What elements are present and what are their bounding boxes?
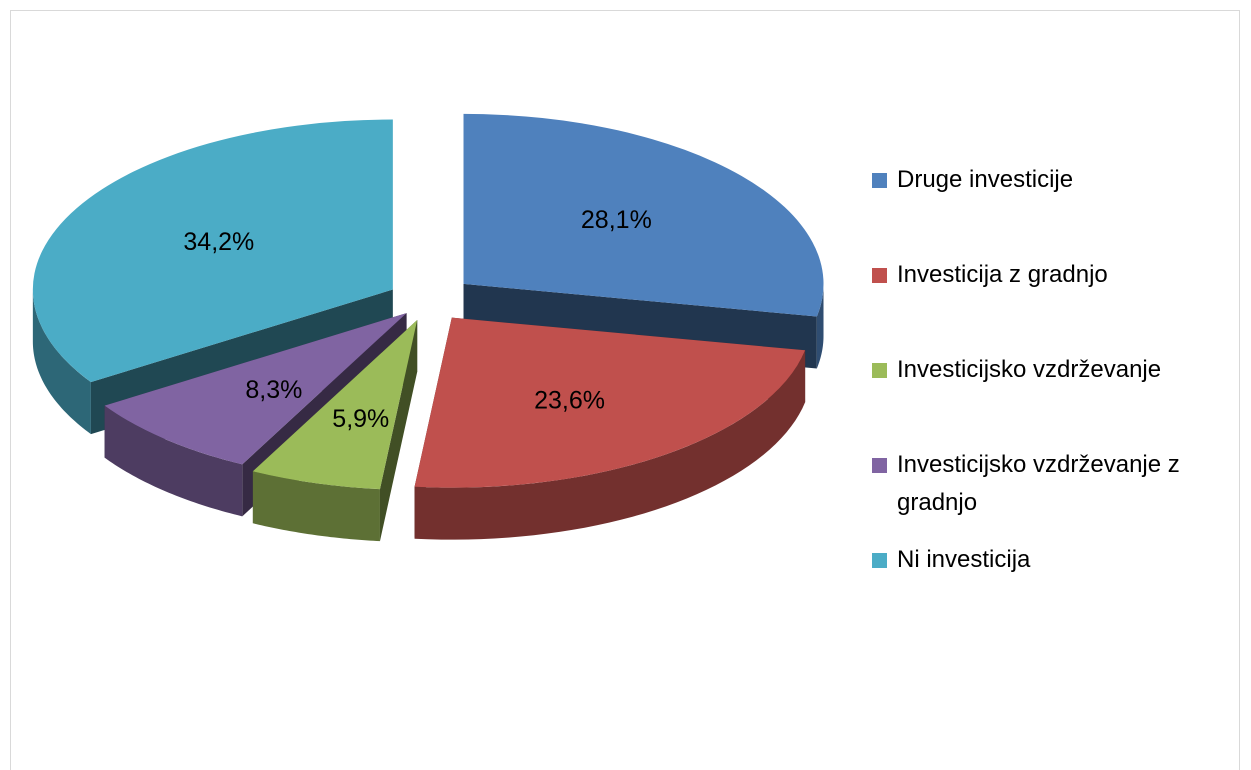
legend-swatch: [872, 363, 887, 378]
legend-swatch: [872, 553, 887, 568]
pie-data-labels: 28,1% 23,6% 5,9% 8,3% 34,2%: [183, 206, 651, 433]
legend-swatch: [872, 173, 887, 188]
pie-slice-2: [414, 317, 806, 488]
data-label-slice-2: 23,6%: [534, 387, 605, 415]
data-label-slice-4: 8,3%: [245, 376, 302, 404]
legend-label: Investicijsko vzdrževanje z: [897, 451, 1180, 478]
pie-tops: [32, 113, 824, 490]
legend-swatch: [872, 268, 887, 283]
data-label-slice-5: 34,2%: [183, 228, 254, 256]
legend-swatch: [872, 458, 887, 473]
data-label-slice-3: 5,9%: [332, 405, 389, 433]
legend-label: Investicijsko vzdrževanje: [897, 356, 1162, 383]
legend-label: Ni investicija: [897, 546, 1031, 573]
pie-slice-outer-wall: [414, 350, 806, 540]
pie-slice-3: [252, 320, 418, 490]
pie-slice-outer-wall: [32, 289, 91, 435]
chart-frame: [10, 10, 1240, 770]
legend-label: Druge investicije: [897, 166, 1074, 193]
pie-slice-outer-wall: [104, 405, 243, 517]
legend-label: Investicija z gradnjo: [897, 261, 1108, 288]
legend-label-line2: gradnjo: [897, 489, 978, 516]
pie-slice-5: [32, 119, 393, 383]
pie-slice-outer-wall: [252, 471, 380, 542]
data-label-slice-1: 28,1%: [581, 206, 652, 234]
pie-slice-1: [463, 113, 824, 317]
pie-slice-outer-wall: [816, 283, 824, 369]
pie-slice-4: [104, 313, 407, 465]
